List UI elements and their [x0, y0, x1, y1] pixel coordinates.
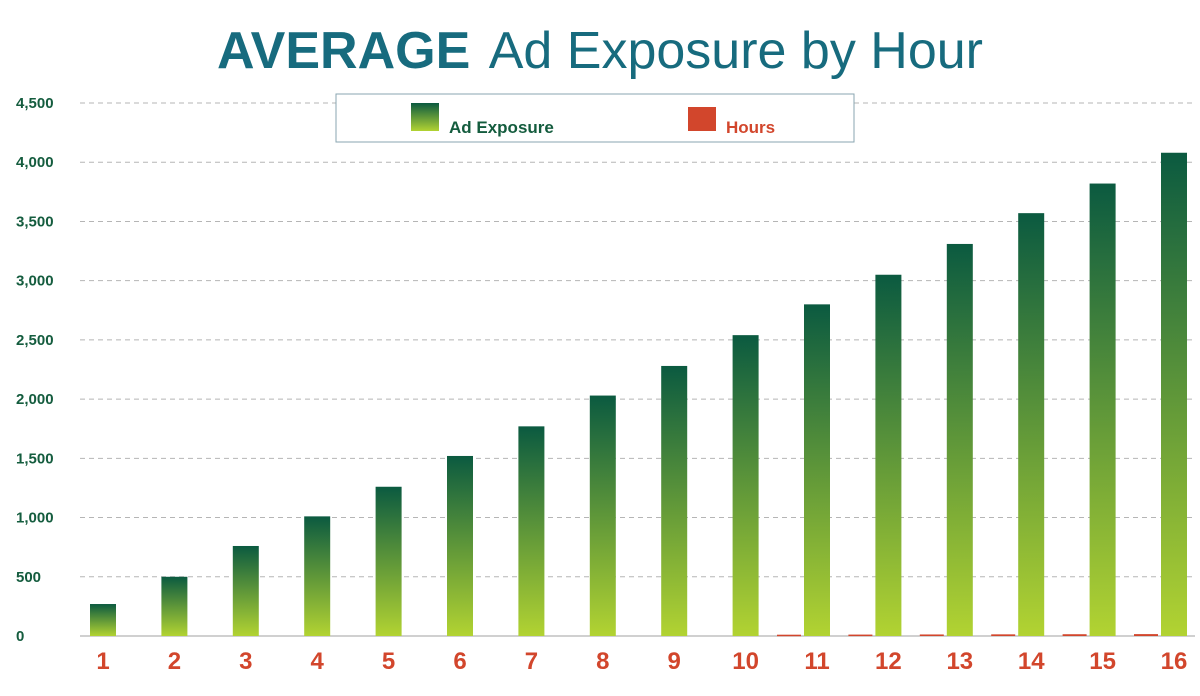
bar-ad-exposure	[232, 545, 259, 636]
chart-title: AVERAGE Ad Exposure by Hour	[217, 22, 983, 80]
bar-hours	[1134, 634, 1158, 636]
x-tick-label: 13	[946, 648, 973, 675]
bar-ad-exposure	[375, 486, 402, 636]
bar-ad-exposure	[804, 304, 830, 636]
legend: Ad Exposure Hours	[335, 93, 855, 143]
bar-ad-exposure	[875, 274, 902, 636]
legend-swatch-hours	[688, 107, 716, 131]
x-tick-label: 7	[525, 648, 538, 675]
y-tick-label: 3,500	[16, 213, 54, 230]
bar-ad-exposure	[447, 455, 473, 636]
chart-title-emphasis: AVERAGE	[217, 22, 470, 80]
x-tick-label: 2	[168, 648, 181, 675]
bar-ad-exposure	[1018, 213, 1045, 637]
y-tick-label: 2,500	[16, 332, 54, 349]
x-tick-label: 3	[239, 648, 252, 675]
x-tick-label: 5	[382, 648, 395, 675]
x-tick-label: 14	[1018, 648, 1045, 675]
bar-hours	[1062, 634, 1087, 636]
x-tick-label: 15	[1089, 648, 1116, 675]
bar-ad-exposure	[1089, 183, 1116, 636]
bar-hours	[848, 634, 873, 637]
legend-label-ad-exposure: Ad Exposure	[449, 118, 554, 137]
x-tick-label: 6	[453, 648, 466, 675]
x-tick-label: 12	[875, 648, 902, 675]
y-tick-label: 0	[16, 628, 24, 645]
y-axis: 0 500 1,000 1,500 2,000 2,500 3,000 3,500 4,000 4…	[16, 95, 54, 645]
legend-swatch-ad-exposure	[411, 103, 439, 131]
bar-ad-exposure	[732, 335, 759, 636]
x-tick-label: 4	[311, 648, 325, 675]
y-tick-label: 2,000	[16, 391, 54, 408]
bar-ad-exposure	[90, 604, 116, 636]
bar-ad-exposure	[946, 243, 973, 636]
bar-hours	[919, 634, 944, 636]
bar-ad-exposure	[518, 426, 545, 636]
bar-hours	[777, 634, 801, 637]
x-axis: 1 2 3 4 5 6 7 8 9 10 11 12 13 14 15 16	[96, 648, 1187, 675]
legend-label-hours: Hours	[726, 118, 775, 137]
x-tick-label: 8	[596, 648, 609, 675]
x-tick-label: 16	[1161, 648, 1188, 675]
y-tick-label: 4,500	[16, 95, 54, 112]
chart-title-rest: Ad Exposure by Hour	[489, 22, 983, 80]
bar-ad-exposure	[1161, 152, 1187, 636]
bar-ad-exposure	[304, 516, 331, 636]
bar-hours	[991, 634, 1016, 636]
bars	[90, 152, 1187, 637]
y-tick-label: 4,000	[16, 154, 54, 171]
bar-ad-exposure	[589, 395, 616, 636]
x-tick-label: 9	[668, 648, 681, 675]
bar-ad-exposure	[161, 576, 188, 636]
bar-ad-exposure	[661, 365, 688, 636]
y-tick-label: 1,000	[16, 510, 54, 527]
y-tick-label: 1,500	[16, 450, 54, 467]
x-tick-label: 11	[804, 648, 829, 675]
y-tick-label: 500	[16, 569, 41, 586]
x-tick-label: 1	[96, 648, 109, 675]
y-tick-label: 3,000	[16, 273, 54, 290]
x-tick-label: 10	[732, 648, 759, 675]
